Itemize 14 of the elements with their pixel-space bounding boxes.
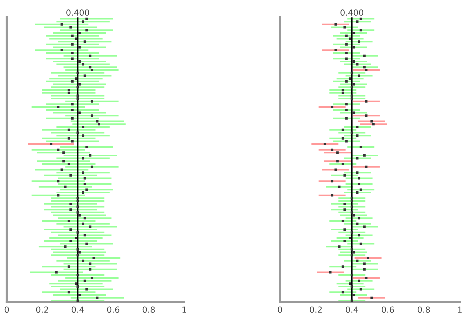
x-tick-label: 0.4 — [72, 306, 84, 314]
x-tick-label: 0.4 — [346, 306, 358, 314]
x-tick-label: 1 — [182, 306, 186, 313]
ref-line-label: 0.400 — [66, 10, 90, 16]
x-tick-label: 0.6 — [107, 306, 120, 314]
x-tick-label: 0.6 — [382, 306, 394, 314]
x-tick-label: 0.2 — [310, 306, 322, 314]
x-tick-label: 0 — [278, 306, 282, 314]
x-tick-label: 0 — [4, 306, 10, 314]
x-tick-label: 1 — [458, 306, 462, 313]
x-tick-label: 0.8 — [142, 306, 156, 314]
x-tick-label: 0.2 — [36, 306, 48, 314]
ref-line-label: 0.400 — [340, 10, 364, 16]
x-tick-label: 0.8 — [418, 306, 430, 314]
